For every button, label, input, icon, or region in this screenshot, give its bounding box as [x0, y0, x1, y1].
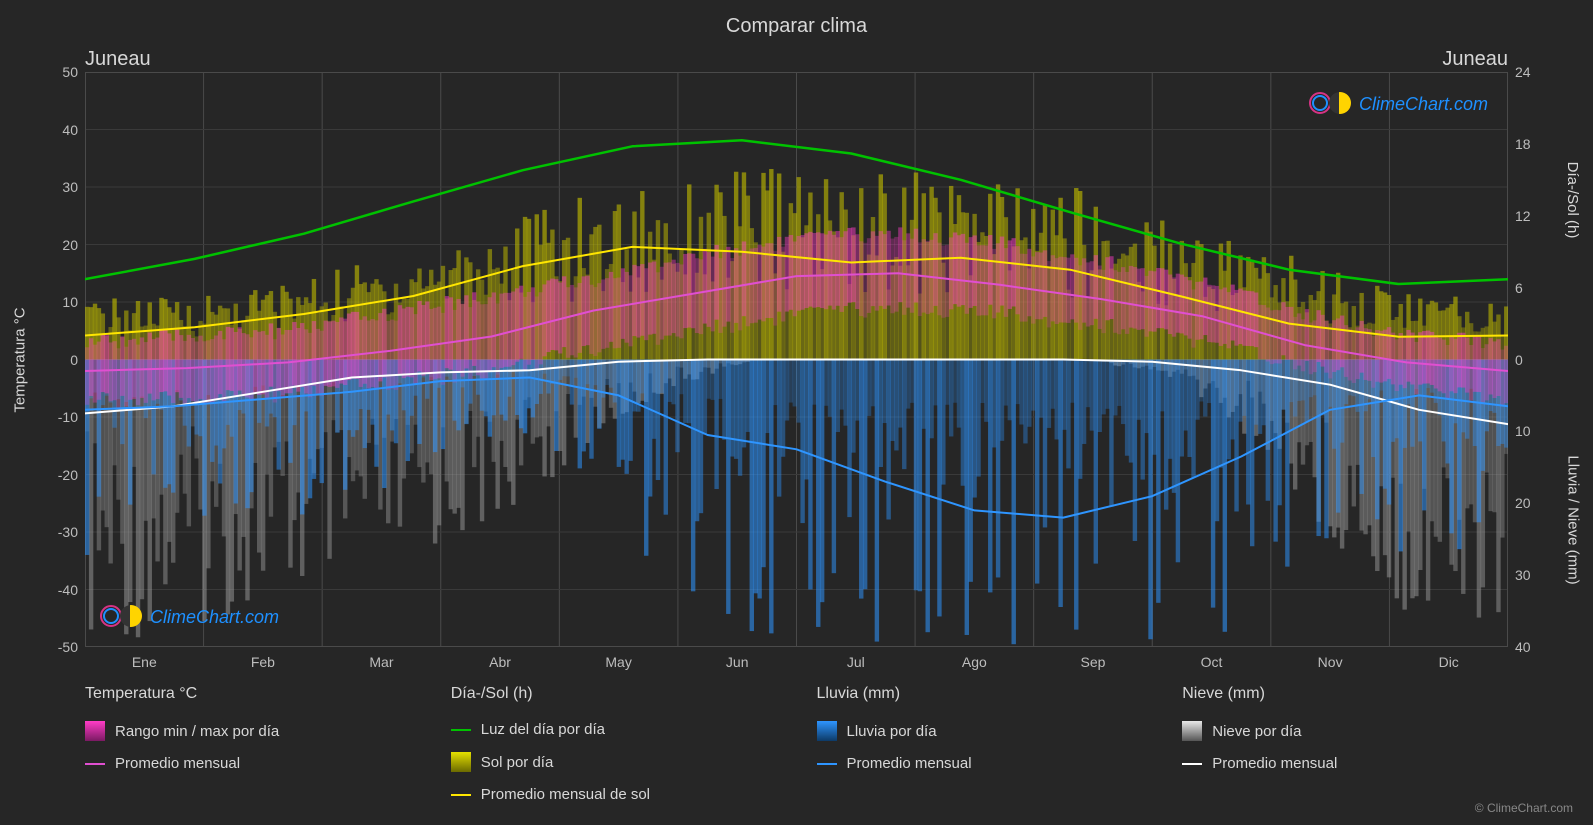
location-label-left: Juneau	[85, 48, 151, 71]
legend-swatch	[451, 794, 471, 796]
legend-item: Promedio mensual	[1182, 755, 1508, 772]
brand-icon	[1309, 92, 1353, 116]
axis-tick: -50	[18, 639, 78, 655]
copyright: © ClimeChart.com	[1475, 801, 1573, 815]
legend-group-head: Temperatura °C	[85, 685, 411, 703]
legend-item: Sol por día	[451, 752, 777, 772]
axis-tick: 40	[1515, 639, 1575, 655]
legend-group-head: Día-/Sol (h)	[451, 685, 777, 703]
brand-name: ClimeChart.com	[1359, 94, 1488, 115]
legend-group-head: Nieve (mm)	[1182, 685, 1508, 703]
legend-group-head: Lluvia (mm)	[817, 685, 1143, 703]
axis-tick: Dic	[1439, 654, 1459, 670]
axis-tick: 50	[18, 64, 78, 80]
legend-label: Promedio mensual	[115, 755, 240, 772]
location-label-right: Juneau	[1442, 48, 1508, 71]
legend-group: Lluvia (mm) Lluvia por día Promedio mensua…	[817, 685, 1143, 803]
axis-tick: 10	[18, 294, 78, 310]
brand-icon	[100, 605, 144, 629]
brand-logo-top: ClimeChart.com	[1309, 92, 1488, 116]
axis-tick: -20	[18, 467, 78, 483]
legend-swatch	[85, 763, 105, 765]
legend-group: Día-/Sol (h) Luz del día por día Sol por d…	[451, 685, 777, 803]
axis-tick: Jun	[726, 654, 749, 670]
axis-tick: 12	[1515, 208, 1575, 224]
axis-tick: 20	[18, 237, 78, 253]
legend-item: Rango min / max por día	[85, 721, 411, 741]
axis-tick: Mar	[369, 654, 393, 670]
legend-label: Nieve por día	[1212, 723, 1301, 740]
axis-tick: Oct	[1201, 654, 1223, 670]
right-axis-label-rain: Lluvia / Nieve (mm)	[1565, 455, 1582, 584]
page-title: Comparar clima	[0, 15, 1593, 38]
legend-swatch	[817, 763, 837, 765]
axis-tick: 20	[1515, 495, 1575, 511]
legend-group: Nieve (mm) Nieve por día Promedio mensual	[1182, 685, 1508, 803]
axis-tick: 24	[1515, 64, 1575, 80]
legend-item: Promedio mensual	[817, 755, 1143, 772]
legend: Temperatura °C Rango min / max por día Pro…	[85, 685, 1508, 803]
legend-swatch	[451, 752, 471, 772]
axis-tick: Ago	[962, 654, 987, 670]
brand-logo-bottom: ClimeChart.com	[100, 605, 279, 629]
axis-tick: 18	[1515, 136, 1575, 152]
legend-swatch	[85, 721, 105, 741]
legend-item: Lluvia por día	[817, 721, 1143, 741]
right-axis-label-sun: Día-/Sol (h)	[1565, 162, 1582, 239]
legend-label: Luz del día por día	[481, 721, 605, 738]
axis-tick: Feb	[251, 654, 275, 670]
axis-tick: 30	[1515, 567, 1575, 583]
legend-label: Rango min / max por día	[115, 723, 279, 740]
legend-item: Luz del día por día	[451, 721, 777, 738]
legend-swatch	[1182, 763, 1202, 765]
axis-tick: Ene	[132, 654, 157, 670]
axis-tick: -40	[18, 582, 78, 598]
axis-tick: 0	[18, 352, 78, 368]
legend-label: Promedio mensual de sol	[481, 786, 650, 803]
axis-tick: 0	[1515, 352, 1575, 368]
legend-label: Sol por día	[481, 754, 554, 771]
axis-tick: May	[605, 654, 631, 670]
climate-chart-page: Comparar clima Juneau Juneau Temperatura…	[0, 0, 1593, 825]
legend-item: Nieve por día	[1182, 721, 1508, 741]
axis-tick: Nov	[1318, 654, 1343, 670]
legend-label: Promedio mensual	[1212, 755, 1337, 772]
legend-label: Promedio mensual	[847, 755, 972, 772]
axis-tick: 30	[18, 179, 78, 195]
legend-group: Temperatura °C Rango min / max por día Pro…	[85, 685, 411, 803]
axis-tick: Jul	[847, 654, 865, 670]
axis-tick: Sep	[1080, 654, 1105, 670]
legend-swatch	[1182, 721, 1202, 741]
axis-tick: Abr	[489, 654, 511, 670]
axis-tick: -10	[18, 409, 78, 425]
legend-item: Promedio mensual	[85, 755, 411, 772]
climate-chart	[85, 72, 1508, 647]
axis-tick: 6	[1515, 280, 1575, 296]
legend-item: Promedio mensual de sol	[451, 786, 777, 803]
axis-tick: 40	[18, 122, 78, 138]
legend-label: Lluvia por día	[847, 723, 937, 740]
legend-swatch	[451, 729, 471, 731]
axis-tick: -30	[18, 524, 78, 540]
brand-name: ClimeChart.com	[150, 607, 279, 628]
legend-swatch	[817, 721, 837, 741]
axis-tick: 10	[1515, 423, 1575, 439]
